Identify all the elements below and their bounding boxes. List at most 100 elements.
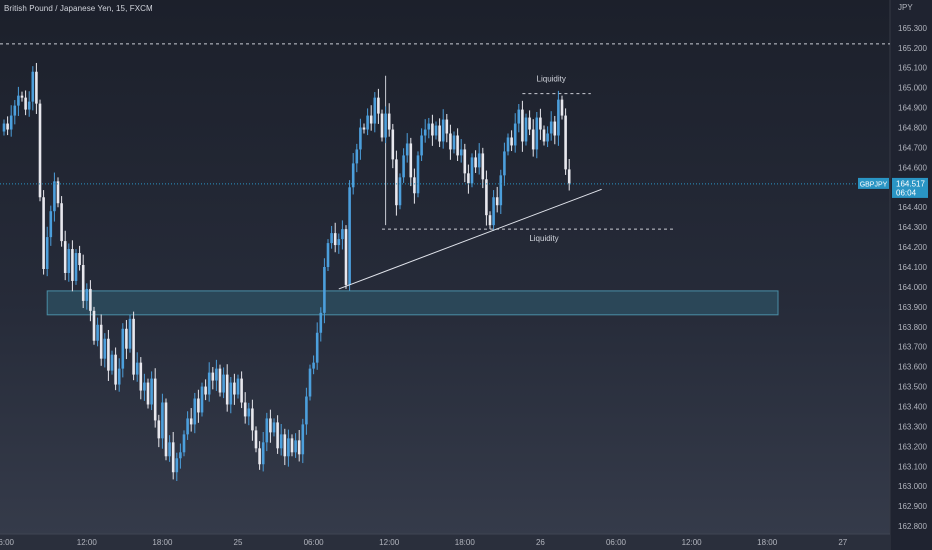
candle-body[interactable] [2, 123, 6, 132]
candle-body[interactable] [495, 197, 499, 206]
candle-body[interactable] [549, 121, 553, 134]
candle-body[interactable] [243, 402, 247, 417]
candle-body[interactable] [337, 239, 341, 246]
candle-body[interactable] [261, 442, 265, 465]
candle-body[interactable] [499, 175, 503, 206]
candle-body[interactable] [164, 402, 168, 457]
candle-body[interactable] [60, 203, 63, 242]
candle-body[interactable] [35, 71, 38, 104]
candle-body[interactable] [197, 398, 200, 413]
candle-body[interactable] [492, 197, 495, 226]
candle-body[interactable] [171, 442, 175, 473]
candle-body[interactable] [78, 253, 81, 266]
candle-body[interactable] [402, 155, 405, 178]
candle-body[interactable] [186, 418, 189, 435]
candle-body[interactable] [333, 233, 337, 246]
candle-body[interactable] [315, 332, 319, 363]
candle-body[interactable] [348, 187, 351, 285]
candle-body[interactable] [211, 372, 215, 381]
candle-body[interactable] [297, 440, 301, 455]
candle-body[interactable] [387, 113, 391, 130]
candle-body[interactable] [395, 159, 398, 206]
candle-body[interactable] [539, 117, 542, 130]
candle-body[interactable] [45, 237, 49, 269]
candle-body[interactable] [560, 99, 564, 116]
candle-body[interactable] [179, 452, 182, 459]
candle-body[interactable] [117, 368, 121, 385]
candle-body[interactable] [553, 121, 557, 136]
candle-body[interactable] [89, 288, 92, 311]
candle-body[interactable] [204, 386, 207, 395]
candle-body[interactable] [427, 123, 431, 130]
candle-body[interactable] [135, 362, 139, 375]
candle-body[interactable] [56, 181, 60, 204]
candle-body[interactable] [215, 368, 218, 381]
candle-body[interactable] [175, 458, 179, 473]
candle-body[interactable] [542, 129, 546, 142]
candle-body[interactable] [17, 95, 20, 106]
candle-body[interactable] [513, 123, 517, 146]
candle-body[interactable] [362, 127, 366, 130]
candle-body[interactable] [506, 137, 510, 152]
candle-body[interactable] [67, 249, 71, 273]
candle-body[interactable] [247, 408, 251, 417]
candle-body[interactable] [474, 157, 477, 168]
candle-body[interactable] [168, 442, 171, 457]
candle-body[interactable] [269, 418, 272, 433]
candle-body[interactable] [517, 109, 521, 124]
candle-body[interactable] [114, 354, 117, 385]
candle-body[interactable] [251, 408, 254, 431]
candle-body[interactable] [344, 229, 348, 285]
candle-body[interactable] [449, 133, 452, 150]
candle-body[interactable] [99, 324, 103, 359]
candle-body[interactable] [294, 440, 297, 453]
time-axis-panel[interactable] [0, 534, 890, 550]
candle-body[interactable] [74, 253, 78, 281]
candle-body[interactable] [161, 402, 164, 439]
candle-body[interactable] [236, 378, 240, 395]
candle-body[interactable] [81, 265, 85, 301]
candle-body[interactable] [510, 137, 513, 146]
candle-body[interactable] [438, 125, 441, 142]
candle-body[interactable] [258, 448, 261, 465]
candle-body[interactable] [42, 197, 45, 269]
candle-body[interactable] [132, 318, 135, 375]
candle-body[interactable] [193, 398, 197, 425]
candle-body[interactable] [121, 328, 125, 369]
candle-body[interactable] [308, 368, 312, 397]
candle-body[interactable] [477, 153, 481, 168]
candle-body[interactable] [279, 434, 283, 449]
candle-body[interactable] [528, 117, 531, 130]
candle-body[interactable] [546, 133, 549, 142]
candle-body[interactable] [13, 105, 17, 116]
candle-body[interactable] [431, 123, 434, 136]
candle-body[interactable] [31, 71, 35, 102]
candle-body[interactable] [398, 177, 402, 206]
candle-body[interactable] [283, 434, 287, 457]
candle-body[interactable] [564, 115, 567, 170]
candle-body[interactable] [27, 101, 31, 110]
price-axis-panel[interactable] [890, 0, 932, 550]
candle-body[interactable] [128, 318, 132, 349]
candle-body[interactable] [218, 368, 222, 393]
candle-body[interactable] [420, 135, 423, 156]
candle-body[interactable] [254, 430, 258, 449]
candle-body[interactable] [351, 163, 355, 188]
candle-body[interactable] [301, 424, 305, 455]
candle-body[interactable] [423, 129, 427, 136]
candle-body[interactable] [366, 115, 369, 130]
candle-body[interactable] [380, 113, 384, 138]
candle-body[interactable] [240, 378, 243, 403]
candle-body[interactable] [24, 97, 27, 110]
candle-body[interactable] [323, 267, 326, 313]
candle-body[interactable] [416, 155, 420, 194]
candle-body[interactable] [312, 362, 315, 369]
candle-body[interactable] [139, 362, 143, 391]
symbol-tag[interactable] [858, 177, 889, 189]
candle-body[interactable] [107, 338, 110, 371]
candle-body[interactable] [405, 143, 409, 156]
candle-body[interactable] [355, 149, 359, 164]
candle-body[interactable] [359, 127, 362, 150]
